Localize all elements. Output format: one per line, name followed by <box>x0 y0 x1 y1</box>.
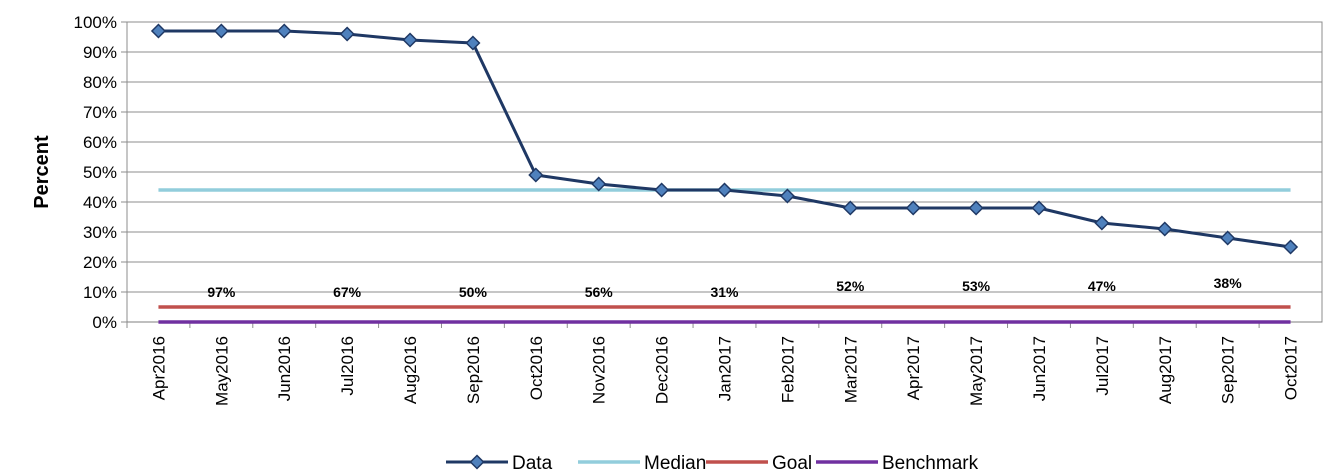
y-tick-label: 10% <box>83 283 117 302</box>
y-tick-label: 90% <box>83 43 117 62</box>
annotation-label: 52% <box>836 278 865 294</box>
x-tick-label: Dec2016 <box>653 336 672 404</box>
data-point-marker <box>402 32 418 48</box>
data-point-marker <box>1031 200 1047 216</box>
legend-label: Benchmark <box>882 453 979 474</box>
series-line-data <box>158 29 1291 249</box>
annotation-label: 38% <box>1214 275 1243 291</box>
annotation-label: 56% <box>585 284 614 300</box>
x-tick-label: Jun2016 <box>275 336 294 401</box>
data-point-marker <box>465 35 481 51</box>
legend-marker <box>469 454 485 470</box>
legend-label: Goal <box>772 453 812 474</box>
y-tick-label: 20% <box>83 253 117 272</box>
data-point-marker <box>213 23 229 39</box>
x-tick-label: May2017 <box>967 336 986 406</box>
data-point-marker <box>528 167 544 183</box>
data-point-marker <box>591 176 607 192</box>
x-tick-label: Oct2016 <box>527 336 546 400</box>
data-point-marker <box>1157 221 1173 237</box>
legend-item-goal: Goal <box>706 453 812 474</box>
annotation-label: 97% <box>207 284 236 300</box>
data-point-marker <box>716 182 733 198</box>
annotation-label: 50% <box>459 284 488 300</box>
y-tick-label: 100% <box>74 13 117 32</box>
y-tick-label: 30% <box>83 223 117 242</box>
x-tick-label: Mar2017 <box>841 336 860 403</box>
x-tick-label: Apr2016 <box>149 336 168 400</box>
y-axis-title: Percent <box>31 135 53 209</box>
x-tick-label: Aug2016 <box>401 336 420 404</box>
y-tick-label: 60% <box>83 133 117 152</box>
annotation-label: 53% <box>962 278 991 294</box>
data-point-marker <box>968 200 984 216</box>
data-point-marker <box>339 26 355 42</box>
data-point-marker <box>1094 215 1110 231</box>
annotation-label: 31% <box>710 284 739 300</box>
x-tick-label: Feb2017 <box>778 336 797 403</box>
gridlines <box>121 21 1322 323</box>
y-axis-ticks: 0% 10% 20% 30% 40% 50% 60% 70% 80% 90% 100% <box>74 13 117 332</box>
legend-item-data: Data <box>446 453 553 474</box>
y-tick-label: 50% <box>83 163 117 182</box>
data-point-marker <box>779 188 795 204</box>
y-tick-label: 70% <box>83 103 117 122</box>
x-tick-label: Jul2017 <box>1093 336 1112 396</box>
data-point-marker <box>842 200 858 216</box>
x-tick-label: Aug2017 <box>1156 336 1175 404</box>
legend: Data Median Goal Benchmark <box>446 453 979 474</box>
x-axis-ticks: Apr2016 May2016 Jun2016 Jul2016 Aug2016 Sep20… <box>126 322 1301 406</box>
y-tick-label: 80% <box>83 73 117 92</box>
data-point-marker <box>276 23 292 39</box>
annotations: 97% 67% 50% 56% 31% 52% 53% 47% 38% <box>207 275 1242 300</box>
x-tick-label: Sep2016 <box>464 336 483 404</box>
y-tick-label: 0% <box>92 313 117 332</box>
x-tick-label: Oct2017 <box>1282 336 1301 400</box>
data-point-marker <box>1220 230 1236 246</box>
data-point-marker <box>150 23 167 39</box>
x-tick-label: Jun2017 <box>1030 336 1049 401</box>
x-tick-label: Jul2016 <box>338 336 357 396</box>
y-tick-label: 40% <box>83 193 117 212</box>
annotation-label: 67% <box>333 284 362 300</box>
x-tick-label: Sep2017 <box>1219 336 1238 404</box>
data-point-marker <box>905 200 921 216</box>
legend-item-benchmark: Benchmark <box>816 453 979 474</box>
x-tick-label: Nov2016 <box>590 336 609 404</box>
x-tick-label: Apr2017 <box>904 336 923 400</box>
annotation-label: 47% <box>1088 278 1117 294</box>
legend-label: Median <box>644 453 706 474</box>
data-point-marker <box>1282 239 1299 255</box>
legend-item-median: Median <box>578 453 706 474</box>
x-tick-label: Jan2017 <box>716 336 735 401</box>
legend-label: Data <box>512 453 553 474</box>
series-layer <box>150 23 1299 324</box>
x-tick-label: May2016 <box>212 336 231 406</box>
data-point-marker <box>654 182 670 198</box>
